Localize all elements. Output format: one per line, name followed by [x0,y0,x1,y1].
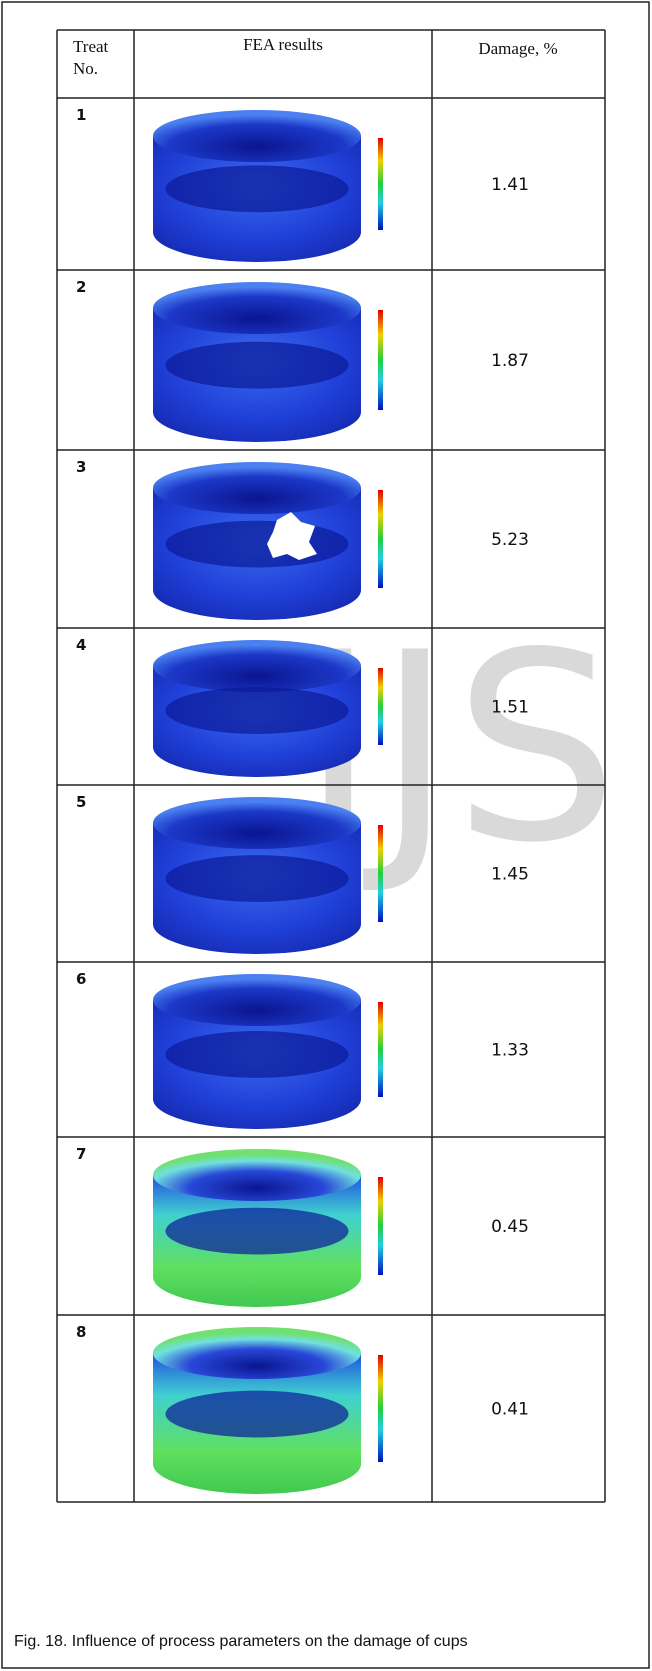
cup-floor [165,341,349,389]
treat-no: 7 [76,1145,86,1163]
color-bar [378,138,383,230]
cup-rim [153,110,361,162]
header-damage: Damage, % [478,39,557,58]
treat-no: 6 [76,970,86,988]
fea-cup [153,282,383,442]
header-treat: Treat [73,37,109,56]
damage-value: 1.51 [491,698,529,718]
cup-rim [153,1327,361,1379]
cup-rim [153,1149,361,1201]
cup-floor [165,1207,349,1255]
cup-rim [153,462,361,514]
damage-value: 5.23 [491,530,529,550]
table: Treat No. FEA results Damage, % 1 1.41 2 1.87 3 5… [56,29,606,1503]
cup-rim [153,797,361,849]
damage-value: 0.41 [491,1400,529,1420]
color-bar [378,825,383,922]
damage-value: 1.33 [491,1041,529,1061]
treat-no: 5 [76,793,86,811]
fea-cup [153,974,383,1129]
cup-floor [165,165,349,213]
fea-cup [153,110,383,262]
treat-no: 2 [76,278,86,296]
treat-no: 3 [76,458,86,476]
color-bar [378,490,383,588]
damage-value: 0.45 [491,1217,529,1237]
fea-cup [153,1149,383,1307]
damage-value: 1.41 [491,175,529,195]
treat-no: 1 [76,106,86,124]
header-fea: FEA results [243,35,323,54]
fea-cup [153,797,383,954]
treat-no: 4 [76,636,86,654]
color-bar [378,1355,383,1462]
damage-value: 1.45 [491,865,529,885]
cup-floor [165,520,349,568]
color-bar [378,310,383,410]
cup-rim [153,640,361,692]
damage-value: 1.87 [491,351,529,371]
cup-floor [165,687,349,734]
treat-no: 8 [76,1323,86,1341]
fea-cup [153,1327,383,1494]
caption: Fig. 18. Influence of process parameters… [14,1633,468,1650]
fea-cup [153,640,383,777]
color-bar [378,668,383,745]
fea-cup [153,462,383,620]
cup-floor [165,1031,349,1078]
cup-floor [165,855,349,902]
cup-rim [153,282,361,334]
header-treat: No. [73,59,98,78]
cup-rim [153,974,361,1026]
color-bar [378,1002,383,1097]
cup-floor [165,1390,349,1438]
color-bar [378,1177,383,1275]
cup-hole [267,512,317,560]
